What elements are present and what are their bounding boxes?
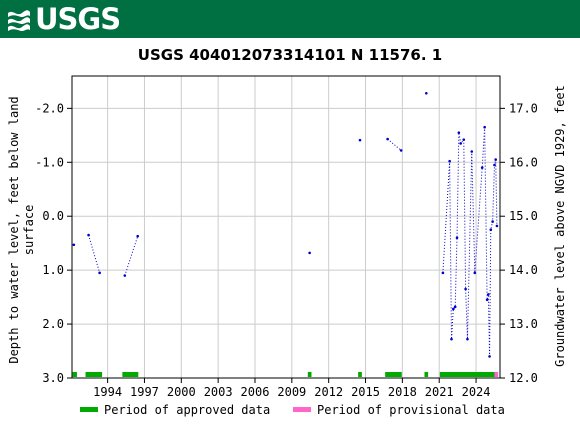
data-point: [483, 125, 486, 129]
left-y-axis: -2.0 -1.0 0.0 1.0 2.0 3.0: [35, 101, 72, 385]
grid-lines: [72, 76, 500, 379]
right-tick-label: 13.0: [509, 317, 538, 331]
legend: Period of approved data Period of provis…: [80, 403, 505, 417]
data-period-bars: [72, 372, 499, 377]
x-tick-label: 2000: [167, 385, 196, 399]
data-point: [386, 137, 389, 141]
data-point: [488, 355, 491, 358]
period-bar-approved: [72, 372, 77, 377]
series-line: [442, 127, 498, 357]
right-tick-label: 16.0: [509, 155, 538, 169]
left-tick-label: 1.0: [42, 263, 64, 277]
left-tick-label: -1.0: [35, 155, 64, 169]
right-tick-label: 14.0: [509, 263, 538, 277]
x-tick-label: 2012: [314, 385, 343, 399]
data-point: [308, 251, 311, 255]
left-tick-label: -2.0: [35, 101, 64, 115]
data-point: [491, 220, 494, 223]
data-point: [489, 228, 493, 231]
data-point: [455, 236, 459, 240]
period-bar-approved: [358, 372, 362, 377]
data-point: [462, 138, 466, 141]
data-point: [399, 149, 403, 152]
legend-swatch-provisional: [293, 407, 311, 412]
x-tick-label: 2021: [425, 385, 454, 399]
series-line: [124, 236, 139, 276]
data-point: [448, 159, 451, 163]
series-line: [387, 138, 402, 151]
period-bar-approved: [385, 372, 402, 377]
data-point: [495, 224, 499, 228]
x-tick-label: 1997: [130, 385, 159, 399]
right-tick-label: 15.0: [509, 209, 538, 223]
x-tick-label: 2006: [241, 385, 270, 399]
left-tick-label: 3.0: [42, 371, 64, 385]
legend-swatch-approved: [80, 407, 98, 412]
data-point: [87, 233, 90, 237]
data-point: [425, 91, 428, 95]
period-bar-approved: [122, 372, 139, 377]
x-tick-label: 2018: [388, 385, 417, 399]
left-tick-label: 0.0: [42, 209, 64, 223]
data-point: [457, 131, 461, 134]
data-point: [493, 163, 496, 167]
usgs-header-banner: USGS: [0, 0, 580, 38]
left-tick-label: 2.0: [42, 317, 64, 331]
legend-label-provisional: Period of provisional data: [317, 403, 505, 417]
data-point: [487, 293, 490, 296]
x-tick-label: 2009: [277, 385, 306, 399]
period-bar-provisional: [494, 372, 499, 377]
data-point: [450, 337, 453, 341]
data-point: [358, 138, 362, 142]
x-tick-label: 2003: [204, 385, 233, 399]
data-point: [494, 158, 498, 161]
usgs-logo-text: USGS: [35, 2, 121, 36]
x-tick-label: 2024: [462, 385, 491, 399]
data-point: [123, 274, 127, 277]
legend-label-approved: Period of approved data: [104, 403, 270, 417]
data-point: [464, 287, 467, 291]
data-point: [466, 337, 469, 341]
period-bar-approved: [424, 372, 429, 377]
left-axis-label-line-2: surface: [22, 205, 36, 256]
right-y-axis: 17.0 16.0 15.0 14.0 13.0 12.0: [500, 101, 538, 385]
chart-title: USGS 404012073314101 N 11576. 1: [138, 46, 442, 64]
series-line: [88, 234, 101, 273]
x-tick-label: 2015: [351, 385, 380, 399]
plot-area: [71, 75, 501, 379]
right-axis-label: Groundwater level above NGVD 1929, feet: [553, 85, 567, 367]
data-point: [136, 234, 140, 238]
usgs-wave-icon: [8, 10, 30, 31]
period-bar-approved: [307, 372, 312, 377]
period-bar-approved: [439, 372, 495, 377]
data-series: [72, 91, 499, 358]
usgs-logo[interactable]: USGS: [6, 2, 121, 36]
data-point: [452, 307, 455, 311]
right-tick-label: 17.0: [509, 101, 538, 115]
right-tick-label: 12.0: [509, 371, 538, 385]
period-bar-approved: [85, 372, 103, 377]
x-tick-label: 1994: [93, 385, 122, 399]
data-point: [485, 298, 489, 302]
data-point: [480, 166, 484, 169]
data-point: [441, 271, 445, 275]
data-point: [470, 150, 474, 153]
data-point: [72, 243, 76, 247]
data-point: [473, 271, 477, 275]
left-axis-label-line-1: Depth to water level, feet below land: [7, 96, 21, 363]
x-axis: 1994 1997 2000 2003 2006 2009 2012 2015 2018 2021…: [93, 378, 491, 399]
data-point: [459, 142, 463, 145]
data-point: [98, 271, 101, 275]
data-point: [453, 305, 457, 309]
